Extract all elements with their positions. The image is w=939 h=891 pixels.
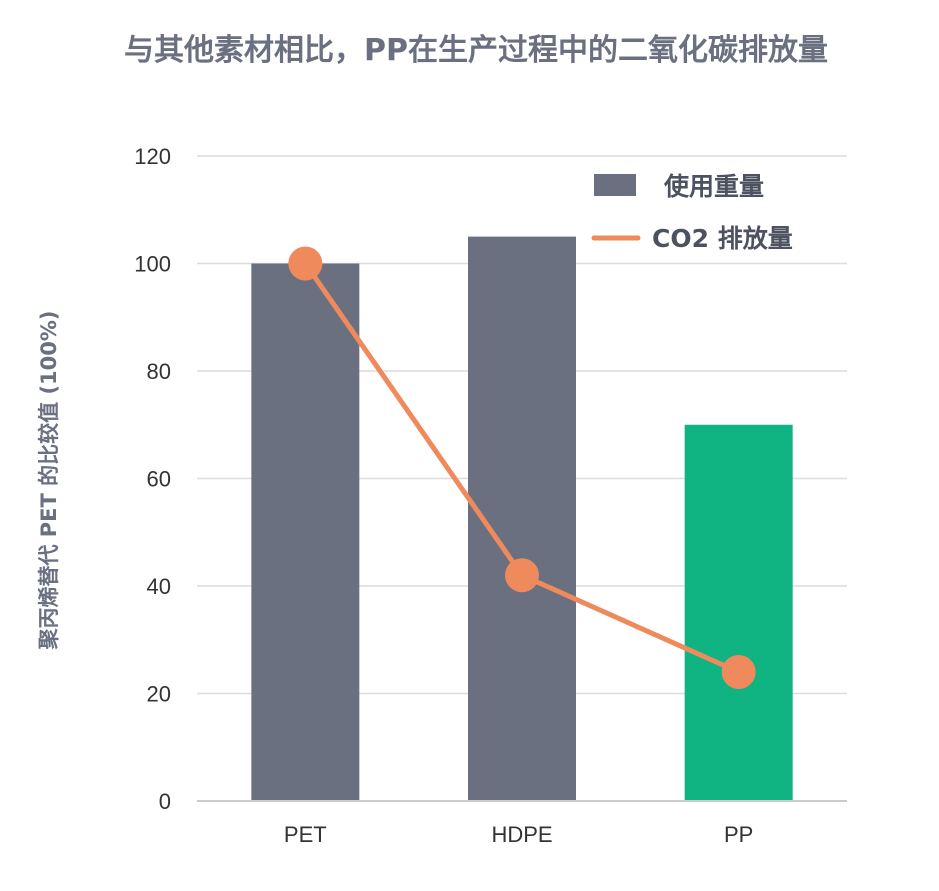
bars	[251, 236, 793, 801]
y-tick-labels: 0 20 40 60 80 100 120	[134, 144, 171, 814]
category-label: HDPE	[491, 822, 552, 847]
bar-pet	[251, 263, 360, 801]
bar-pp	[684, 424, 793, 801]
legend-label-co2: CO2 排放量	[652, 224, 793, 253]
category-labels: PET HDPE PP	[284, 822, 753, 847]
y-tick-label: 120	[134, 144, 171, 169]
co2-point-pp	[721, 655, 756, 689]
y-tick-label: 0	[159, 789, 171, 814]
y-tick-label: 60	[147, 467, 171, 492]
co2-line	[288, 246, 756, 689]
legend: 使用重量 CO2 排放量	[591, 172, 793, 253]
y-tick-label: 40	[147, 574, 171, 599]
y-tick-label: 20	[147, 682, 171, 707]
y-axis-label: 聚丙烯替代 PET 的比较值 (100%)	[37, 310, 61, 650]
co2-point-pet	[288, 246, 323, 281]
y-tick-label: 100	[134, 252, 171, 277]
category-label: PET	[284, 822, 327, 847]
y-tick-label: 80	[147, 359, 171, 384]
category-label: PP	[724, 822, 753, 847]
legend-swatch-weight	[594, 174, 636, 196]
chart-title: 与其他素材相比，PP在生产过程中的二氧化碳排放量	[124, 33, 828, 68]
co2-point-hdpe	[505, 558, 539, 593]
legend-label-weight: 使用重量	[663, 172, 764, 201]
bar-hdpe	[468, 236, 576, 801]
